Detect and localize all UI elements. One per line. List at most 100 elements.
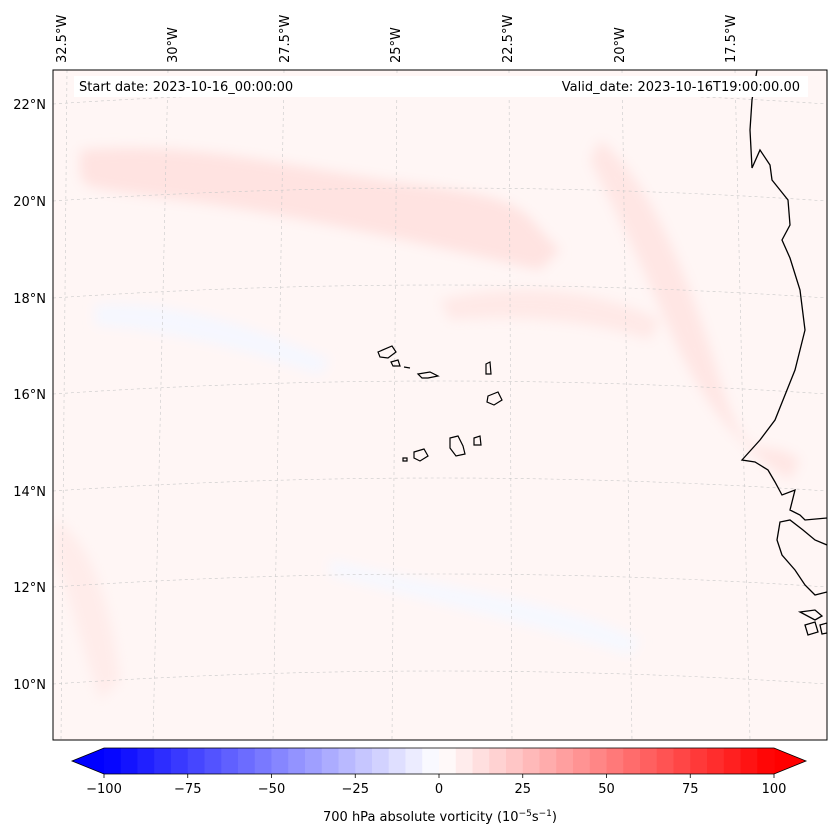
colorbar-bin (254, 748, 273, 774)
africa-coastline-south (776, 519, 827, 596)
meridian (621, 70, 633, 740)
latitude-label: 18°N (13, 292, 46, 307)
colorbar-bin (439, 748, 457, 774)
colorbar-label-exp1: −5 (519, 809, 532, 819)
colorbar-bin (238, 748, 256, 774)
colorbar-bin (640, 748, 658, 774)
colorbar-bin (472, 748, 490, 774)
colorbar-bins (104, 748, 775, 774)
colorbar-bin (372, 748, 390, 774)
map-panel (53, 70, 827, 740)
parallel (53, 284, 827, 299)
island-sal (485, 361, 492, 375)
parallel (53, 90, 827, 105)
colorbar-tick-label: −75 (174, 782, 201, 797)
colorbar-tick-label: −25 (342, 782, 369, 797)
colorbar-bin (422, 748, 440, 774)
longitude-label: 20°W (613, 27, 628, 63)
colorbar-bin (606, 748, 624, 774)
vorticity-band-positive (80, 148, 560, 270)
colorbar-bin (723, 748, 742, 774)
latitude-label: 16°N (13, 388, 46, 403)
longitude-label: 32.5°W (55, 15, 70, 63)
island-fogo (413, 448, 429, 462)
meridian (508, 70, 513, 740)
island-sao-nicolau (416, 371, 440, 379)
colorbar-bin (489, 748, 507, 774)
colorbar-bin (589, 748, 608, 774)
parallel (53, 380, 827, 395)
cape-verde-islands (377, 345, 503, 462)
latitude-label: 22°N (13, 98, 46, 113)
latitude-labels: 22°N 20°N 18°N 16°N 14°N 12°N 10°N (13, 98, 46, 693)
latitude-label: 10°N (13, 678, 46, 693)
colorbar-bin (673, 748, 691, 774)
island-santiago (449, 435, 466, 457)
colorbar-bin (656, 748, 675, 774)
africa-coastline (740, 70, 827, 521)
latitude-label: 20°N (13, 195, 46, 210)
parallel (53, 477, 827, 492)
colorbar-bin (171, 748, 189, 774)
colorbar: −100 −75 −50 −25 0 25 50 75 100 700 hPa absolute… (70, 747, 808, 825)
island-brava (402, 457, 408, 462)
colorbar-bin (556, 748, 574, 774)
island-santa-luzia (403, 366, 411, 369)
colorbar-tick-label: −100 (86, 782, 122, 797)
vorticity-band-positive (440, 289, 660, 340)
colorbar-tick-label: 0 (435, 782, 443, 797)
meridian (60, 70, 68, 740)
colorbar-bin (154, 748, 172, 774)
colorbar-bin (740, 748, 758, 774)
colorbar-label-mid: s (532, 810, 539, 825)
meridian (272, 70, 285, 740)
meridian (734, 70, 751, 740)
colorbar-bin (271, 748, 289, 774)
colorbar-bin (137, 748, 155, 774)
colorbar-bin (187, 748, 206, 774)
island-maio (473, 435, 482, 446)
latitude-label: 12°N (13, 581, 46, 596)
colorbar-bin (321, 748, 340, 774)
colorbar-tick-label: 75 (682, 782, 699, 797)
colorbar-high-extension (774, 748, 806, 774)
colorbar-bin (690, 748, 708, 774)
colorbar-bin (221, 748, 239, 774)
colorbar-bin (355, 748, 373, 774)
colorbar-bin (120, 748, 139, 774)
colorbar-bin (104, 748, 122, 774)
colorbar-bin (539, 748, 557, 774)
colorbar-tick-label: 25 (514, 782, 531, 797)
colorbar-bin (506, 748, 524, 774)
meridian (152, 70, 169, 740)
colorbar-bin (338, 748, 356, 774)
parallel (53, 187, 827, 202)
colorbar-tick-label: −50 (258, 782, 285, 797)
latitude-label: 14°N (13, 485, 46, 500)
colorbar-ticks: −100 −75 −50 −25 0 25 50 75 100 (86, 774, 786, 797)
longitude-label: 27.5°W (278, 15, 293, 63)
map-frame (52, 69, 828, 741)
colorbar-bin (288, 748, 306, 774)
island-santo-antao (377, 345, 397, 359)
longitude-label: 25°W (389, 27, 404, 63)
longitude-label: 17.5°W (724, 15, 739, 63)
bissagos-islands (797, 609, 827, 636)
island-sao-vicente (390, 359, 401, 367)
valid-date-label: Valid_date: 2023-10-16T19:00:00.00 (562, 80, 800, 95)
colorbar-bin (405, 748, 423, 774)
island-boa-vista (486, 391, 503, 406)
colorbar-bin (573, 748, 591, 774)
vorticity-band-negative (95, 304, 330, 375)
longitude-label: 22.5°W (501, 15, 516, 63)
longitude-labels: 32.5°W 30°W 27.5°W 25°W 22.5°W 20°W 17.5… (55, 15, 739, 63)
colorbar-bin (757, 748, 775, 774)
colorbar-label: 700 hPa absolute vorticity (10−5s−1) (323, 809, 557, 825)
colorbar-bin (522, 748, 541, 774)
colorbar-low-extension (72, 748, 104, 774)
colorbar-bin (455, 748, 474, 774)
parallel (53, 670, 827, 685)
vorticity-band-positive (590, 140, 800, 480)
colorbar-bin (388, 748, 407, 774)
